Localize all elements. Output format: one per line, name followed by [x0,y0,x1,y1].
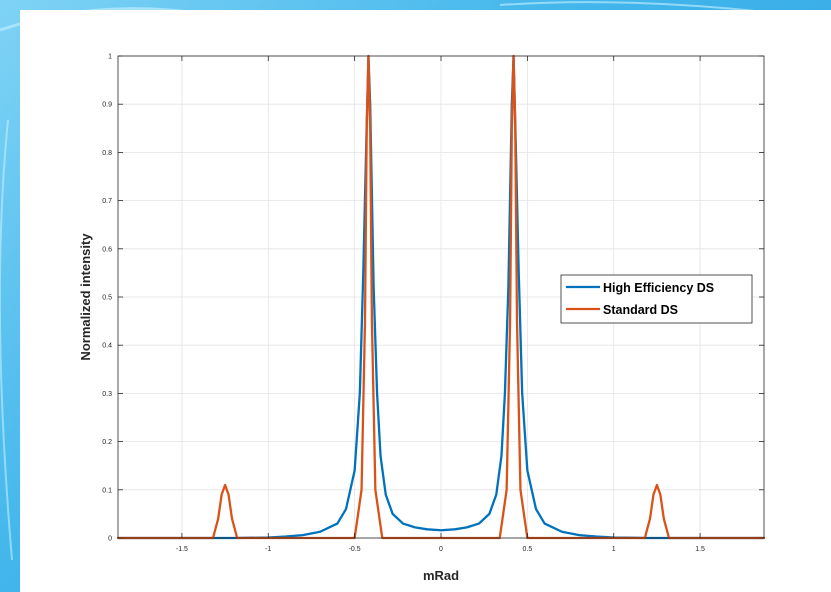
x-tick-label: 1 [612,546,616,553]
x-tick-label: 0 [439,546,443,553]
y-tick-label: 0.5 [102,295,112,302]
y-tick-label: 0.4 [102,343,112,350]
legend-box [560,274,753,324]
series-line-high-efficiency-ds [116,54,766,540]
y-tick-label: 0.3 [102,391,112,398]
y-tick-label: 1 [108,54,112,61]
legend-label-standard: Standard DS [603,303,678,317]
y-axis-title: Normalized intensity [78,233,93,361]
legend: High Efficiency DS Standard DS [560,274,753,324]
x-tick-label: 1.5 [695,546,705,553]
legend-label-high-efficiency: High Efficiency DS [603,281,714,295]
y-tick-label: 0.7 [102,198,112,205]
x-tick-label: -1.5 [176,546,188,553]
y-tick-label: 0.6 [102,246,112,253]
chart-canvas: -1.5 -1 -0.5 0 0.5 1 1.5 0 0.1 0.2 0.3 0.4 0.5 0.6 0.7… [78,54,766,583]
x-tick-label: 0.5 [522,546,532,553]
y-tick-label: 0.2 [102,439,112,446]
y-tick-label: 0.1 [102,487,112,494]
x-tick-label: -0.5 [349,546,361,553]
y-tick-label: 0.9 [102,102,112,109]
chart-figure: -1.5 -1 -0.5 0 0.5 1 1.5 0 0.1 0.2 0.3 0.4 0.5 0.6 0.7… [20,10,831,592]
x-tick-label: -1 [265,546,271,553]
y-tick-label: 0.8 [102,150,112,157]
axis-ticks: -1.5 -1 -0.5 0 0.5 1 1.5 0 0.1 0.2 0.3 0.4 0.5 0.6 0.7… [102,54,764,553]
x-axis-title: mRad [423,568,459,583]
y-tick-label: 0 [108,536,112,543]
